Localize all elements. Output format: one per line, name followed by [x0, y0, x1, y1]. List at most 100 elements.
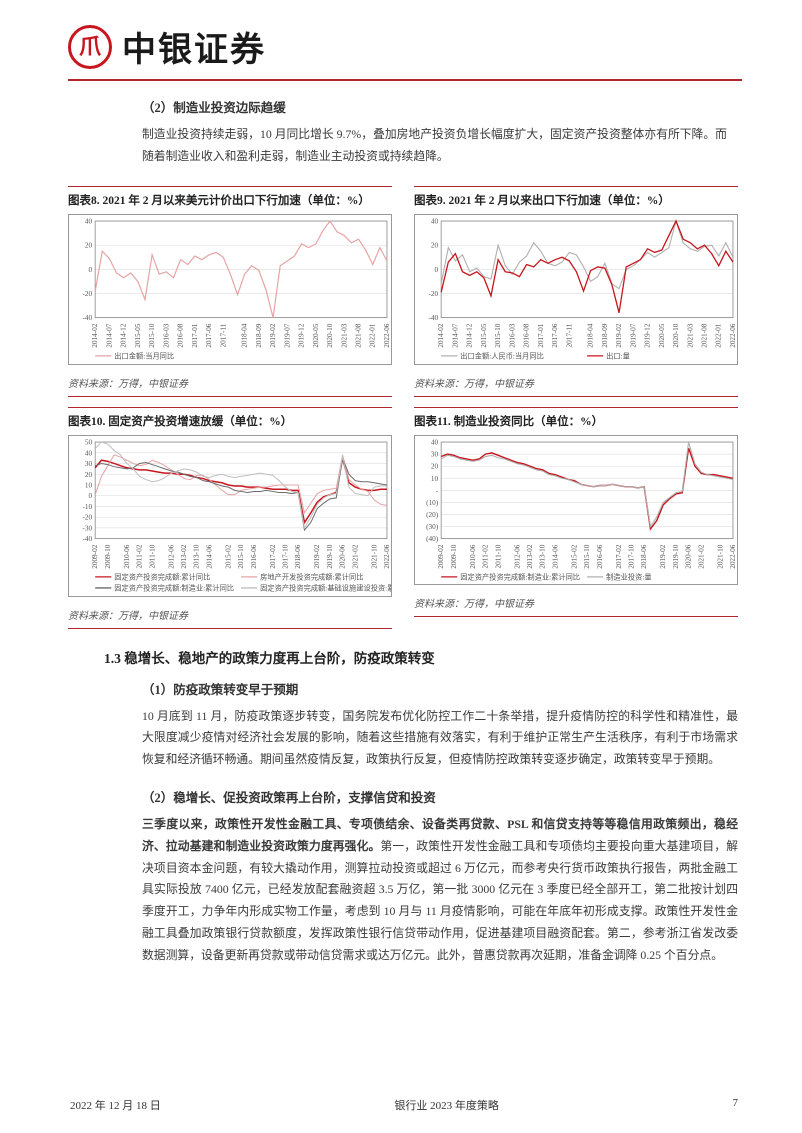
- svg-text:2019-07: 2019-07: [283, 323, 291, 347]
- svg-text:2010-06: 2010-06: [469, 544, 477, 568]
- svg-text:-20: -20: [82, 513, 92, 521]
- svg-text:-40: -40: [82, 314, 92, 322]
- svg-text:0: 0: [435, 265, 439, 273]
- svg-text:2017-10: 2017-10: [627, 544, 635, 568]
- svg-text:2014-12: 2014-12: [466, 323, 474, 347]
- svg-text:2017-06: 2017-06: [205, 323, 213, 347]
- svg-text:2020-06: 2020-06: [685, 544, 693, 568]
- svg-text:出口金额:当月同比: 出口金额:当月同比: [114, 351, 174, 360]
- svg-text:40: 40: [431, 438, 439, 446]
- svg-text:2022-01: 2022-01: [369, 323, 377, 347]
- svg-text:2017-11: 2017-11: [219, 323, 227, 347]
- svg-text:2011-02: 2011-02: [136, 544, 144, 568]
- svg-text:(40): (40): [426, 535, 439, 543]
- svg-text:出口:量: 出口:量: [606, 351, 630, 360]
- chart-canvas: -40-30-20-10010203040502009-022009-10201…: [68, 435, 392, 597]
- svg-text:2016-03: 2016-03: [162, 323, 170, 347]
- body-paragraph: 三季度以来，政策性开发性金融工具、专项债结余、设备类再贷款、PSL 和信贷支持等…: [68, 812, 738, 977]
- chart-canvas: -40-20020402014-022014-072014-122015-052…: [68, 214, 392, 365]
- svg-text:2019-10: 2019-10: [672, 544, 680, 568]
- svg-text:2015-10: 2015-10: [237, 544, 245, 568]
- brand-name: 中银证券: [122, 22, 266, 71]
- svg-text:2019-02: 2019-02: [269, 323, 277, 347]
- svg-text:2021-02: 2021-02: [351, 544, 359, 568]
- svg-text:2018-09: 2018-09: [601, 323, 609, 347]
- svg-text:2021-03: 2021-03: [686, 323, 694, 347]
- svg-text:2020-10: 2020-10: [672, 323, 680, 347]
- chart-title: 图表9. 2021 年 2 月以来出口下行加速（单位：%）: [414, 186, 738, 214]
- svg-text:30: 30: [431, 450, 439, 458]
- charts-row-2: 图表10. 固定资产投资增速放缓（单位：%） -40-30-20-1001020…: [68, 407, 738, 629]
- svg-text:2014-07: 2014-07: [451, 323, 459, 347]
- svg-text:2011-02: 2011-02: [482, 544, 490, 568]
- svg-text:2021-02: 2021-02: [697, 544, 705, 568]
- svg-text:2017-02: 2017-02: [615, 544, 623, 568]
- svg-text:2009-10: 2009-10: [450, 544, 458, 568]
- svg-text:40: 40: [85, 217, 93, 225]
- svg-text:(20): (20): [426, 511, 439, 519]
- svg-text:50: 50: [85, 438, 93, 446]
- chart-11: 图表11. 制造业投资同比（单位：%） (40)(30)(20)(10)-102…: [414, 407, 738, 629]
- svg-text:2009-10: 2009-10: [104, 544, 112, 568]
- subsection-heading: （1）防疫政策转变早于预期: [68, 675, 738, 704]
- body-paragraph: 10 月底到 11 月，防疫政策逐步转变，国务院发布优化防控工作二十条举措，提升…: [68, 704, 738, 781]
- svg-text:2021-08: 2021-08: [355, 323, 363, 347]
- svg-text:(10): (10): [426, 498, 439, 506]
- subsection-heading: （2）稳增长、促投资政策再上台阶，支撑信贷和投资: [68, 781, 738, 812]
- svg-text:2017-02: 2017-02: [269, 544, 277, 568]
- svg-text:2022-01: 2022-01: [715, 323, 723, 347]
- charts-row-1: 图表8. 2021 年 2 月以来美元计价出口下行加速（单位：%） -40-20…: [68, 186, 738, 397]
- svg-text:2014-06: 2014-06: [205, 544, 213, 568]
- svg-text:2019-02: 2019-02: [659, 544, 667, 568]
- svg-text:(30): (30): [426, 523, 439, 531]
- chart-title: 图表11. 制造业投资同比（单位：%）: [414, 407, 738, 435]
- chart-8: 图表8. 2021 年 2 月以来美元计价出口下行加速（单位：%） -40-20…: [68, 186, 392, 397]
- svg-text:2017-06: 2017-06: [551, 323, 559, 347]
- report-header: ⽖ 中银证券: [0, 0, 802, 79]
- svg-text:2017-01: 2017-01: [191, 323, 199, 347]
- svg-text:2013-02: 2013-02: [526, 544, 534, 568]
- svg-text:2021-10: 2021-10: [370, 544, 378, 568]
- svg-text:2021-03: 2021-03: [340, 323, 348, 347]
- footer-date: 2022 年 12 月 18 日: [70, 1097, 161, 1113]
- svg-text:2012-06: 2012-06: [167, 544, 175, 568]
- chart-source: 资料来源：万得，中银证券: [414, 370, 738, 397]
- svg-text:2014-12: 2014-12: [120, 323, 128, 347]
- svg-text:-10: -10: [82, 502, 92, 510]
- svg-text:2017-11: 2017-11: [565, 323, 573, 347]
- svg-text:2019-10: 2019-10: [326, 544, 334, 568]
- svg-text:固定资产投资完成额:制造业:累计同比: 固定资产投资完成额:制造业:累计同比: [460, 572, 580, 581]
- svg-text:40: 40: [85, 449, 93, 457]
- svg-text:2017-10: 2017-10: [281, 544, 289, 568]
- page-content: （2）制造业投资边际趋缓 制造业投资持续走弱，10 月同比增长 9.7%，叠加房…: [0, 81, 802, 977]
- svg-text:2020-06: 2020-06: [339, 544, 347, 568]
- svg-text:2015-10: 2015-10: [583, 544, 591, 568]
- svg-text:出口金额:人民币:当月同比: 出口金额:人民币:当月同比: [460, 351, 544, 360]
- svg-text:2015-10: 2015-10: [148, 323, 156, 347]
- svg-text:2019-07: 2019-07: [629, 323, 637, 347]
- section-heading: 1.3 稳增长、稳地产的政策力度再上台阶，防疫政策转变: [68, 629, 738, 675]
- subsection-heading: （2）制造业投资边际趋缓: [68, 91, 738, 122]
- svg-text:2018-06: 2018-06: [640, 544, 648, 568]
- footer-title: 银行业 2023 年度策略: [394, 1097, 499, 1113]
- svg-text:2014-02: 2014-02: [437, 323, 445, 347]
- svg-text:2014-07: 2014-07: [105, 323, 113, 347]
- svg-text:2021-08: 2021-08: [701, 323, 709, 347]
- svg-text:20: 20: [431, 462, 439, 470]
- svg-text:2022-06: 2022-06: [383, 544, 391, 568]
- svg-text:2022-06: 2022-06: [729, 544, 737, 568]
- svg-text:40: 40: [431, 217, 439, 225]
- svg-text:-40: -40: [82, 535, 92, 543]
- svg-text:2016-03: 2016-03: [508, 323, 516, 347]
- svg-text:2022-06: 2022-06: [729, 323, 737, 347]
- svg-text:固定资产投资完成额:制造业:累计同比: 固定资产投资完成额:制造业:累计同比: [114, 583, 234, 592]
- svg-text:2016-08: 2016-08: [177, 323, 185, 347]
- svg-text:2009-02: 2009-02: [91, 544, 99, 568]
- svg-text:制造业投资:量: 制造业投资:量: [606, 572, 651, 581]
- svg-text:-: -: [436, 486, 439, 494]
- chart-source: 资料来源：万得，中银证券: [68, 602, 392, 629]
- chart-9: 图表9. 2021 年 2 月以来出口下行加速（单位：%） -40-200204…: [414, 186, 738, 397]
- svg-text:-20: -20: [428, 290, 438, 298]
- svg-text:房地产开发投资完成额:累计同比: 房地产开发投资完成额:累计同比: [260, 572, 363, 581]
- svg-text:2014-06: 2014-06: [551, 544, 559, 568]
